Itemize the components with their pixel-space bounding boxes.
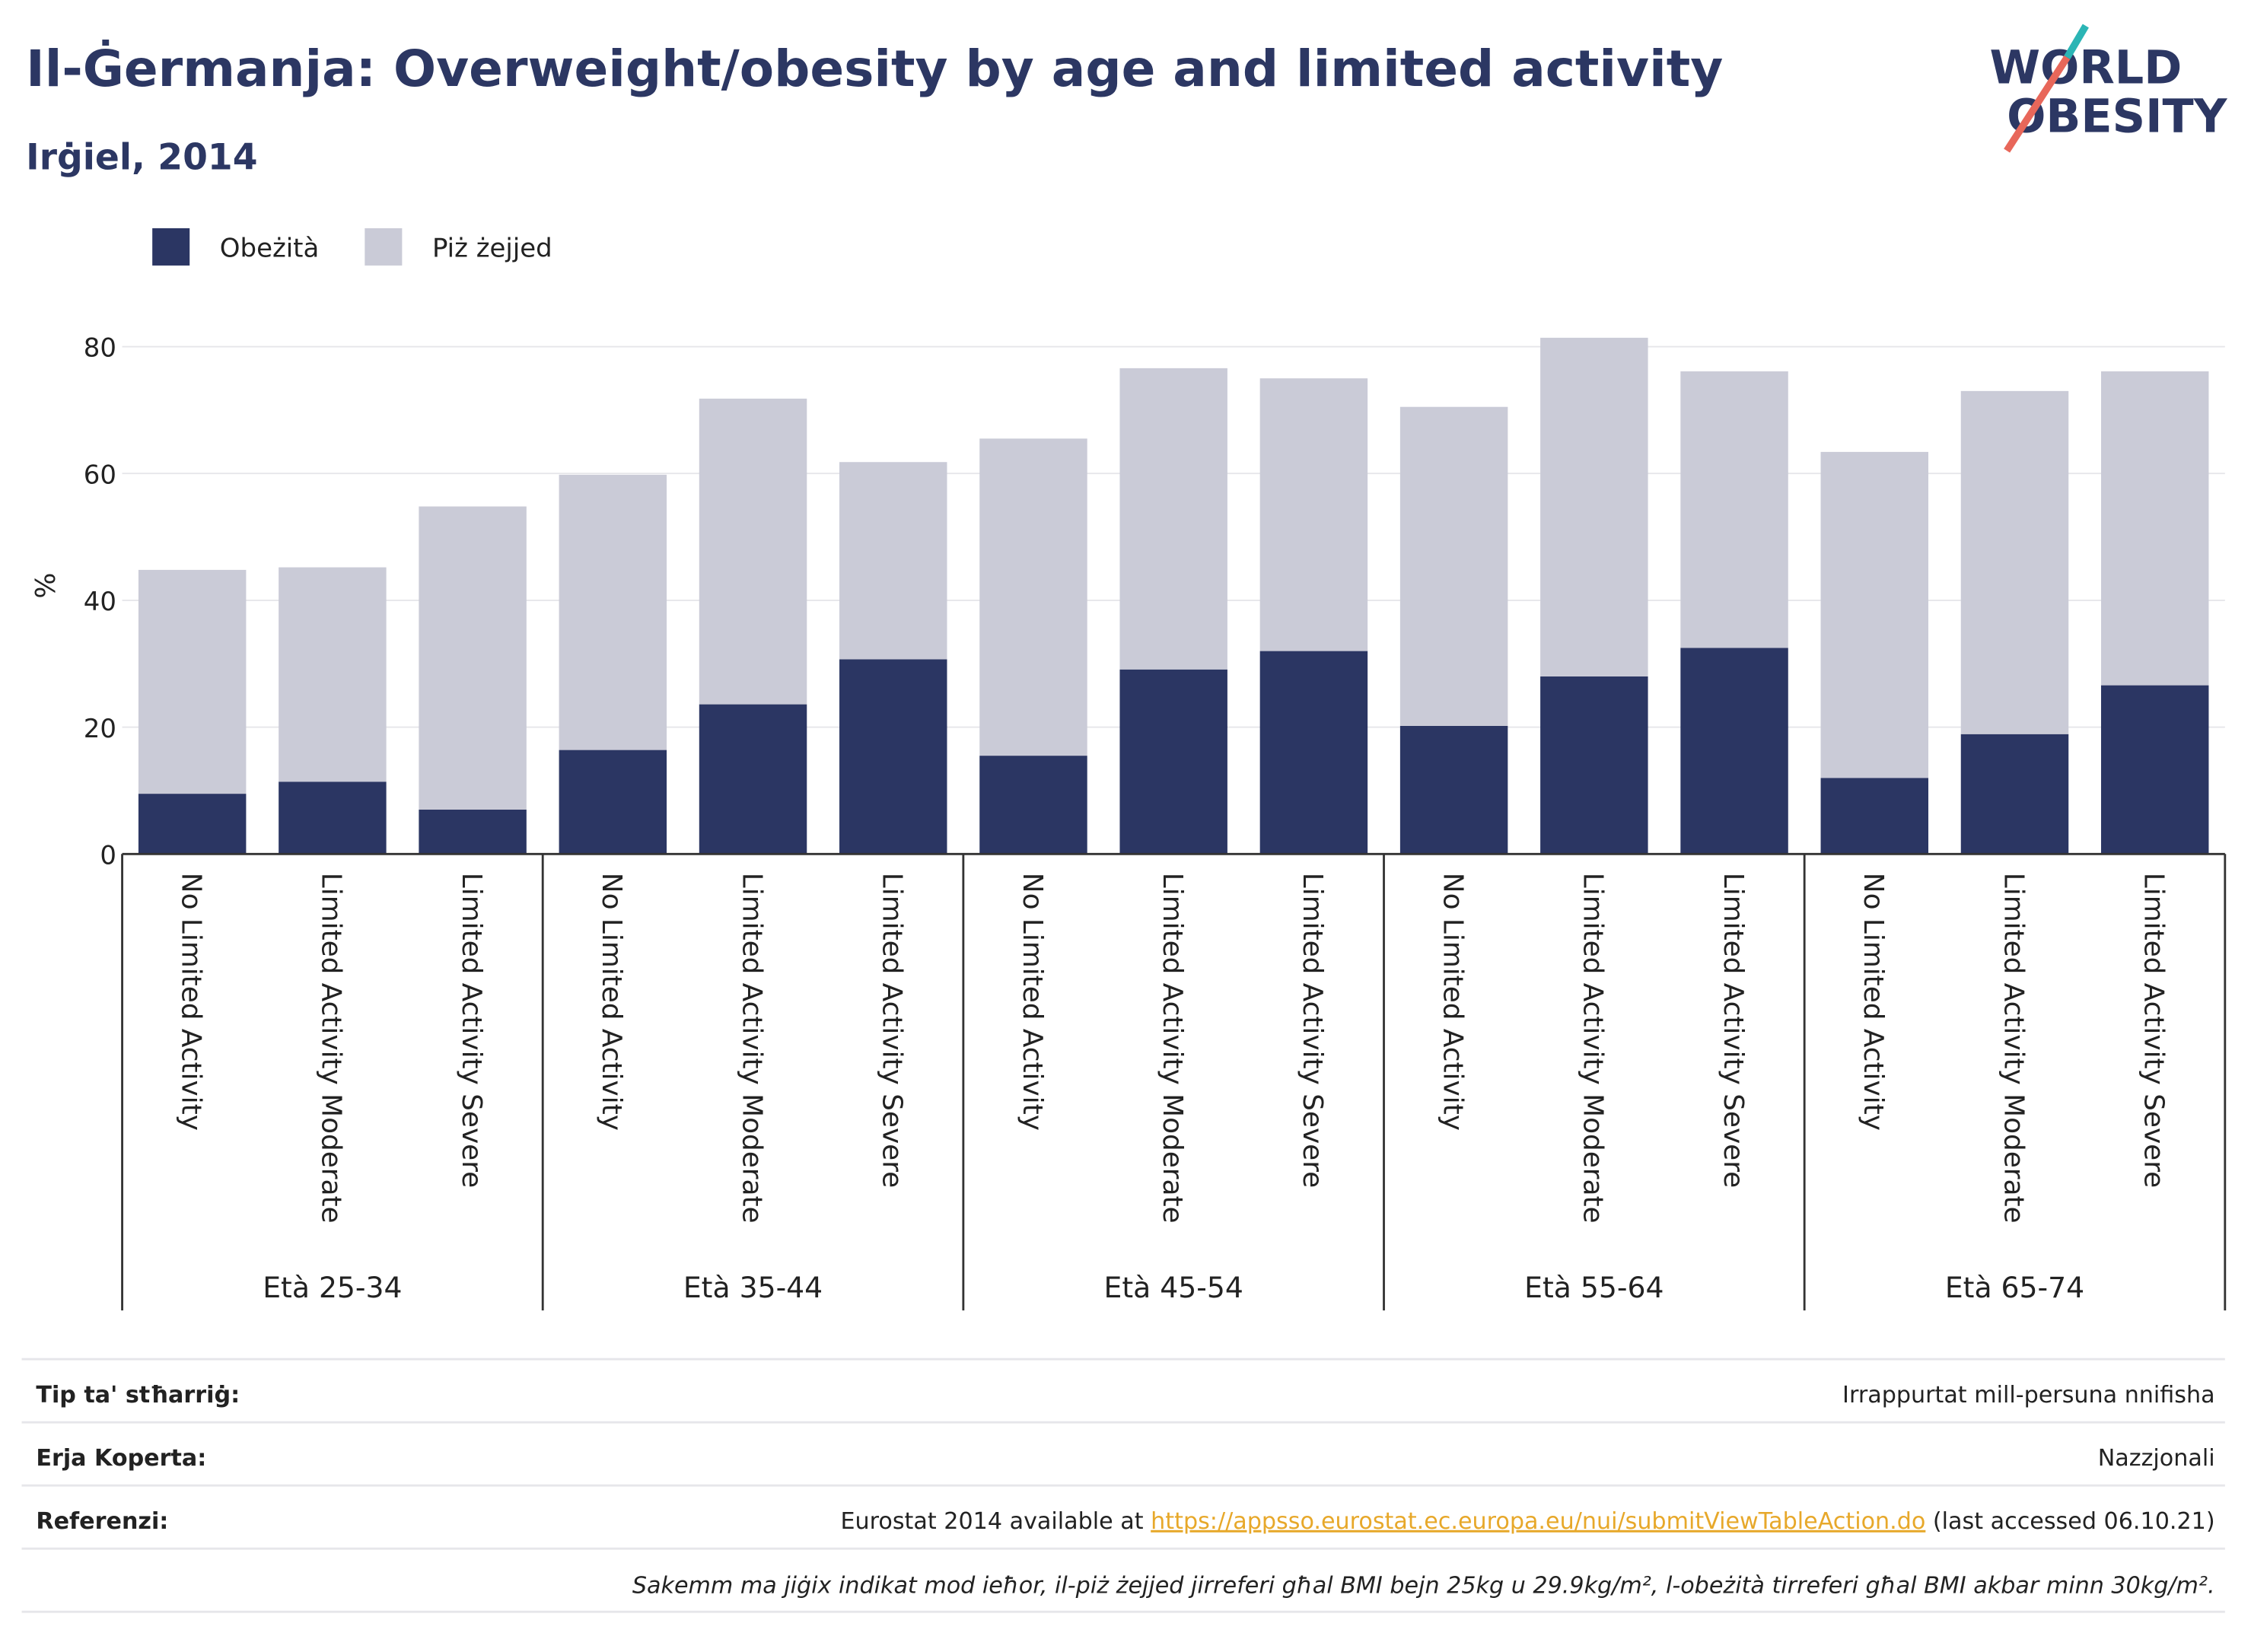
bar-segment bbox=[559, 750, 667, 855]
group-label: Età 45-54 bbox=[1104, 1271, 1243, 1304]
x-tick-label: Limited Activity Severe bbox=[456, 873, 487, 1188]
bar-segment bbox=[1960, 734, 2069, 855]
bar-segment bbox=[2100, 371, 2209, 686]
legend-label: Piż żejjed bbox=[432, 234, 552, 264]
x-tick-label: No Limited Activity bbox=[1017, 873, 1048, 1131]
bar-segment bbox=[559, 474, 667, 750]
legend-swatch bbox=[365, 228, 403, 266]
footer-note: Sakemm ma jiġix indikat mod ieħor, il-pi… bbox=[632, 1573, 2215, 1599]
bar-segment bbox=[419, 809, 527, 855]
group-label: Età 35-44 bbox=[683, 1271, 823, 1304]
footer-label: Erja Koperta: bbox=[36, 1445, 206, 1472]
footer-label: Referenzi: bbox=[36, 1508, 168, 1535]
y-tick-label: 0 bbox=[100, 840, 116, 871]
bar-segment bbox=[419, 506, 527, 810]
footer-link[interactable]: https://appsso.eurostat.ec.europa.eu/nui… bbox=[1151, 1508, 1925, 1535]
group-label: Età 55-64 bbox=[1524, 1271, 1664, 1304]
x-tick-label: No Limited Activity bbox=[175, 873, 206, 1131]
legend-label: Obeżità bbox=[220, 234, 319, 264]
x-tick-label: Limited Activity Moderate bbox=[736, 873, 767, 1224]
x-tick-label: Limited Activity Moderate bbox=[316, 873, 347, 1224]
legend-swatch bbox=[152, 228, 190, 266]
x-tick-label: No Limited Activity bbox=[596, 873, 627, 1131]
chart-title: Il-Ġermanja: Overweight/obesity by age a… bbox=[26, 40, 1723, 98]
x-tick-label: Limited Activity Severe bbox=[1718, 873, 1749, 1188]
bar-segment bbox=[138, 569, 247, 794]
bar-segment bbox=[279, 567, 387, 782]
bar-segment bbox=[1820, 451, 1929, 778]
footer-value: Irrappurtat mill-persuna nnifisha bbox=[1842, 1382, 2215, 1408]
logo: WORLD OBESITY bbox=[1989, 24, 2228, 153]
bar-segment bbox=[1680, 648, 1788, 855]
x-tick-label: Limited Activity Moderate bbox=[1998, 873, 2029, 1224]
x-tick-label: Limited Activity Severe bbox=[1297, 873, 1328, 1188]
y-tick-label: 20 bbox=[84, 714, 116, 744]
bar-segment bbox=[1960, 390, 2069, 734]
x-tick-label: No Limited Activity bbox=[1437, 873, 1468, 1131]
y-tick-label: 80 bbox=[84, 333, 116, 364]
logo-slash bbox=[2004, 55, 2071, 153]
bar-segment bbox=[699, 398, 807, 705]
x-tick-label: Limited Activity Severe bbox=[2138, 873, 2170, 1188]
bar-segment bbox=[1399, 406, 1508, 726]
logo-text: WORLD bbox=[1989, 41, 2182, 94]
y-tick-label: 40 bbox=[84, 587, 116, 617]
bar-segment bbox=[1259, 651, 1368, 855]
y-tick-label: 60 bbox=[84, 460, 116, 490]
x-tick-label: Limited Activity Moderate bbox=[1578, 873, 1609, 1224]
group-label: Età 65-74 bbox=[1945, 1271, 2084, 1304]
bar-segment bbox=[279, 781, 387, 855]
bar-segment bbox=[1399, 725, 1508, 855]
x-tick-label: Limited Activity Severe bbox=[877, 873, 908, 1188]
bar-segment bbox=[839, 659, 947, 855]
footer-value: Eurostat 2014 available at https://appss… bbox=[840, 1508, 2214, 1535]
y-axis-label: % bbox=[30, 573, 62, 599]
bar-segment bbox=[839, 462, 947, 660]
bar-segment bbox=[979, 756, 1087, 855]
bar-segment bbox=[1820, 778, 1929, 855]
bar-segment bbox=[1540, 337, 1648, 676]
footer-value-text: (last accessed 06.10.21) bbox=[1925, 1508, 2214, 1535]
footer-value-text: Nazzjonali bbox=[2098, 1445, 2215, 1472]
logo-slash bbox=[2064, 24, 2089, 59]
chart-subtitle: Irġiel, 2014 bbox=[26, 137, 257, 179]
x-tick-label: No Limited Activity bbox=[1858, 873, 1889, 1131]
footer-label: Tip ta' stħarriġ: bbox=[36, 1382, 240, 1408]
footer-value-text: Eurostat 2014 available at bbox=[840, 1508, 1151, 1535]
bar-segment bbox=[1680, 371, 1788, 648]
footer-value: Nazzjonali bbox=[2098, 1445, 2215, 1472]
bar-segment bbox=[1540, 676, 1648, 855]
bar-segment bbox=[979, 438, 1087, 756]
bar-segment bbox=[1119, 669, 1227, 855]
group-label: Età 25-34 bbox=[263, 1271, 402, 1304]
footer-value-text: Irrappurtat mill-persuna nnifisha bbox=[1842, 1382, 2215, 1408]
bar-segment bbox=[1259, 378, 1368, 651]
bar-segment bbox=[2100, 685, 2209, 855]
x-tick-label: Limited Activity Moderate bbox=[1157, 873, 1188, 1224]
bar-segment bbox=[1119, 368, 1227, 670]
bar-segment bbox=[138, 794, 247, 855]
bar-segment bbox=[699, 704, 807, 855]
